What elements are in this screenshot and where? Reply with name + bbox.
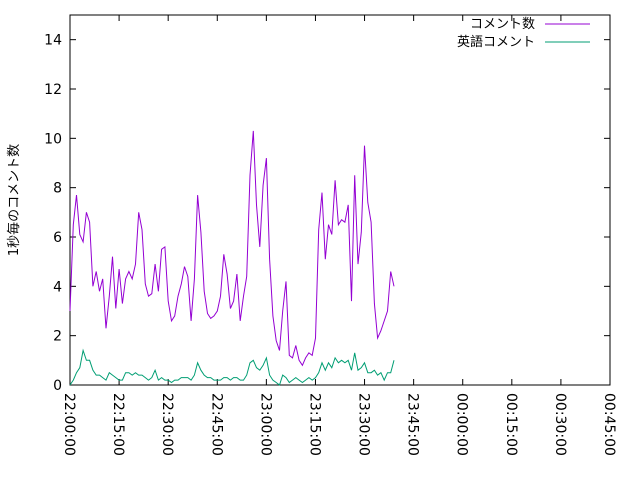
x-tick-label: 22:30:00: [159, 393, 175, 456]
x-tick-label: 00:00:00: [454, 393, 470, 456]
y-tick-label: 2: [53, 329, 62, 345]
legend: コメント数 英語コメント: [457, 17, 590, 50]
x-tick-label: 23:30:00: [356, 393, 372, 456]
y-tick-label: 10: [44, 131, 62, 147]
y-tick-label: 4: [53, 279, 62, 295]
legend-label-1: 英語コメント: [457, 34, 535, 50]
x-tick-label: 23:00:00: [257, 393, 273, 456]
y-tick-label: 0: [53, 378, 62, 394]
x-tick-label: 00:45:00: [601, 393, 617, 456]
x-tick-label: 00:15:00: [503, 393, 519, 456]
x-tick-label: 23:45:00: [405, 393, 421, 456]
series-layer: [69, 130, 395, 386]
y-axis-label: 1秒毎のコメント数: [6, 144, 22, 256]
x-tick-label: 22:00:00: [61, 393, 77, 456]
y-tick-label: 14: [44, 33, 62, 49]
y-tick-label: 6: [53, 230, 62, 246]
x-tick-label: 22:45:00: [208, 393, 224, 456]
plot-frame: [69, 14, 611, 386]
y-axis: 0 2 4 6 8 10 12 14: [44, 33, 610, 394]
x-axis: 22:00:00 22:15:00 22:30:00 22:45:00 23:00:00…: [61, 15, 617, 456]
legend-label-0: コメント数: [470, 17, 535, 32]
x-tick-label: 00:30:00: [552, 393, 568, 456]
y-tick-label: 12: [44, 82, 62, 98]
y-tick-label: 8: [53, 181, 62, 197]
x-tick-label: 22:15:00: [110, 393, 126, 456]
series-line-1: [69, 348, 395, 386]
series-line-0: [69, 130, 395, 367]
x-tick-label: 23:15:00: [306, 393, 322, 456]
